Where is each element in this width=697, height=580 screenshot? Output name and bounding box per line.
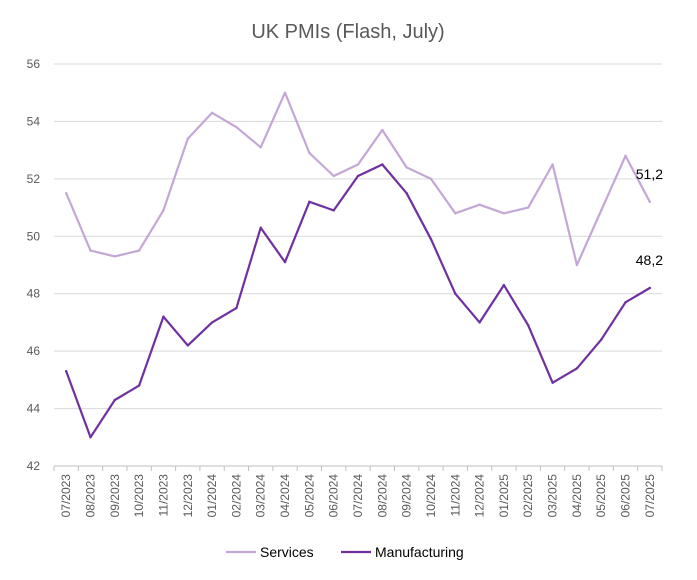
y-tick-label: 54 — [27, 114, 41, 128]
data-point-manufacturing — [381, 163, 384, 166]
data-point-manufacturing — [600, 338, 603, 341]
x-tick-label: 12/2023 — [181, 474, 195, 518]
x-tick-label: 02/2024 — [229, 474, 243, 518]
x-tick-label: 01/2024 — [205, 474, 219, 518]
data-point-manufacturing — [575, 367, 579, 370]
x-tick-label: 10/2024 — [424, 474, 438, 518]
data-point-services — [89, 249, 92, 252]
y-tick-label: 44 — [27, 402, 41, 416]
data-point-manufacturing — [502, 283, 506, 287]
x-tick-label: 09/2024 — [400, 474, 414, 518]
x-tick-label: 03/2025 — [546, 474, 560, 518]
data-point-services — [356, 163, 360, 166]
data-point-services — [600, 209, 603, 212]
data-point-manufacturing — [283, 260, 287, 264]
data-point-services — [551, 163, 554, 166]
gridlines — [54, 63, 662, 467]
data-point-services — [259, 146, 262, 149]
data-point-services — [162, 209, 165, 212]
data-label: 51,2 — [636, 166, 663, 182]
x-tick-label: 06/2025 — [619, 474, 633, 518]
data-point-manufacturing — [429, 237, 433, 241]
x-tick-label: 06/2024 — [327, 474, 341, 518]
data-point-services — [648, 200, 652, 204]
data-point-services — [429, 177, 433, 181]
data-point-manufacturing — [113, 398, 117, 402]
y-tick-label: 50 — [27, 229, 41, 243]
y-tick-label: 48 — [27, 287, 41, 301]
x-tick-label: 08/2024 — [375, 474, 389, 518]
data-point-manufacturing — [210, 321, 214, 324]
data-point-manufacturing — [235, 306, 238, 310]
data-point-services — [527, 206, 530, 209]
y-tick-label: 52 — [27, 172, 41, 186]
chart-title: UK PMIs (Flash, July) — [251, 21, 444, 43]
x-tick-label: 12/2024 — [473, 474, 487, 518]
data-point-manufacturing — [89, 436, 92, 439]
x-tick-label: 07/2025 — [643, 474, 657, 518]
data-point-manufacturing — [527, 324, 530, 327]
data-point-services — [235, 125, 238, 129]
data-point-services — [575, 263, 579, 267]
x-axis: 07/2023 08/2023 09/2023 10/2023 11/2023 12/20… — [53, 465, 663, 518]
x-tick-label: 11/2024 — [448, 474, 462, 517]
y-tick-label: 42 — [27, 459, 41, 473]
x-tick-label: 08/2023 — [83, 474, 97, 518]
x-tick-label: 05/2024 — [302, 474, 316, 518]
series-lines — [64, 91, 652, 439]
y-axis-ticks: 42 44 46 48 50 52 54 56 — [27, 57, 41, 473]
x-tick-label: 07/2023 — [59, 474, 73, 518]
data-point-services — [283, 91, 287, 94]
data-point-services — [332, 174, 335, 178]
data-point-services — [210, 111, 214, 115]
y-tick-label: 46 — [27, 344, 41, 358]
legend-label-manufacturing: Manufacturing — [375, 544, 464, 560]
data-point-manufacturing — [551, 381, 554, 384]
data-point-manufacturing — [648, 286, 652, 290]
data-point-services — [137, 249, 141, 252]
data-labels: 51,2 48,2 — [636, 166, 663, 268]
data-point-manufacturing — [64, 370, 68, 373]
data-point-manufacturing — [454, 292, 457, 295]
data-point-services — [478, 203, 481, 206]
x-tick-label: 04/2024 — [278, 474, 292, 518]
data-point-manufacturing — [308, 200, 311, 204]
x-tick-label: 05/2025 — [594, 474, 608, 518]
data-point-services — [308, 151, 311, 155]
data-point-services — [186, 137, 189, 140]
y-tick-label: 56 — [27, 57, 41, 71]
x-tick-label: 04/2025 — [570, 474, 584, 518]
x-tick-label: 10/2023 — [132, 474, 146, 518]
data-point-manufacturing — [137, 384, 141, 387]
data-point-manufacturing — [259, 226, 262, 229]
data-point-manufacturing — [624, 301, 627, 304]
data-point-manufacturing — [405, 192, 408, 195]
data-point-manufacturing — [332, 209, 335, 212]
data-point-services — [502, 212, 506, 215]
x-tick-label: 07/2024 — [351, 474, 365, 518]
legend-label-services: Services — [260, 544, 314, 560]
data-point-services — [624, 154, 627, 158]
data-point-manufacturing — [478, 321, 481, 324]
x-tick-label: 02/2025 — [521, 474, 535, 518]
x-tick-label: 03/2024 — [254, 474, 268, 518]
data-point-manufacturing — [186, 344, 189, 347]
data-point-manufacturing — [162, 315, 165, 318]
x-tick-label: 01/2025 — [497, 474, 511, 518]
data-point-services — [64, 192, 68, 195]
data-point-services — [454, 212, 457, 215]
legend: Services Manufacturing — [226, 544, 464, 560]
x-tick-label: 09/2023 — [108, 474, 122, 518]
data-point-manufacturing — [356, 174, 360, 178]
data-point-services — [405, 166, 408, 169]
data-point-services — [113, 255, 117, 258]
data-label: 48,2 — [636, 252, 663, 268]
x-tick-label: 11/2023 — [156, 474, 170, 517]
data-point-services — [381, 128, 384, 132]
